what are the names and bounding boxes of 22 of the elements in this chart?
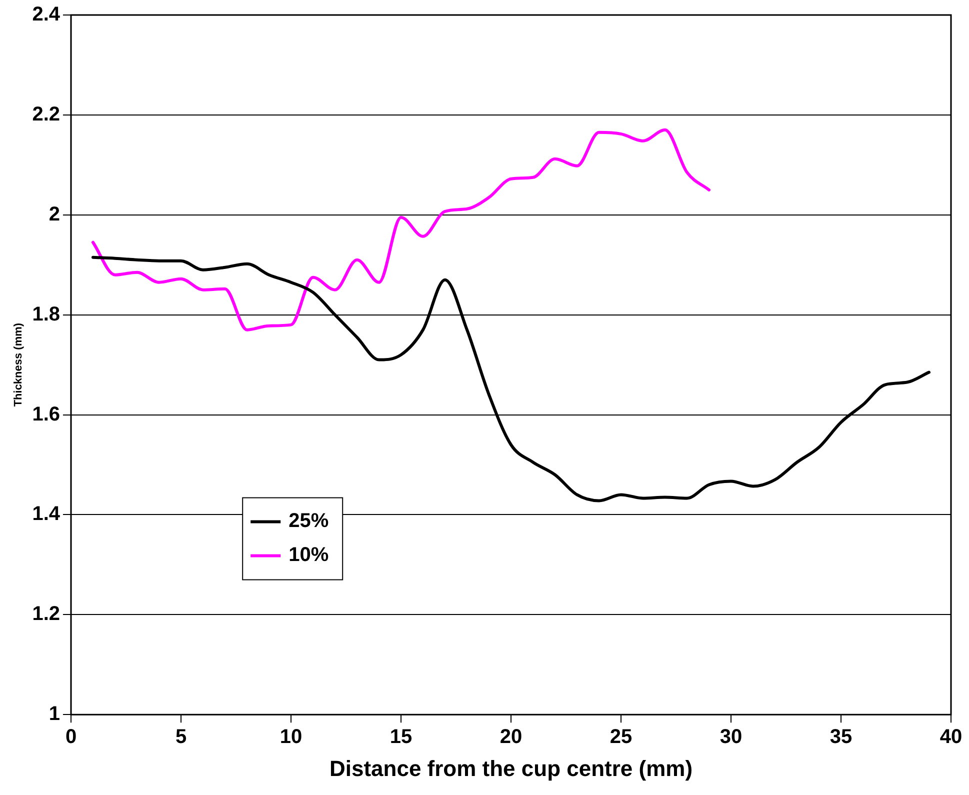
y-tick-label: 1.6 <box>32 403 60 426</box>
x-axis-title: Distance from the cup centre (mm) <box>329 756 693 781</box>
x-tick-label: 40 <box>940 726 962 748</box>
y-axis-title: Thickness (mm) <box>12 322 25 407</box>
x-tick-label: 20 <box>500 726 522 748</box>
x-tick-label: 10 <box>280 726 302 748</box>
x-tick-label: 30 <box>720 726 742 748</box>
y-tick-label: 2 <box>48 203 60 226</box>
y-tick-label: 2.2 <box>32 103 60 126</box>
y-tick-label: 1.2 <box>32 603 60 626</box>
y-tick-label: 1.8 <box>32 303 60 326</box>
x-tick-label: 5 <box>175 726 187 748</box>
x-tick-label: 25 <box>610 726 632 748</box>
legend-label: 10% <box>288 544 329 566</box>
y-tick-label: 1.4 <box>32 503 61 526</box>
legend-label: 25% <box>288 510 329 532</box>
y-tick-label: 1 <box>48 703 60 726</box>
y-tick-label: 2.4 <box>32 4 61 26</box>
x-tick-label: 35 <box>830 726 852 748</box>
x-tick-label: 15 <box>390 726 412 748</box>
line-series <box>92 128 710 332</box>
x-tick-label: 0 <box>65 726 77 748</box>
